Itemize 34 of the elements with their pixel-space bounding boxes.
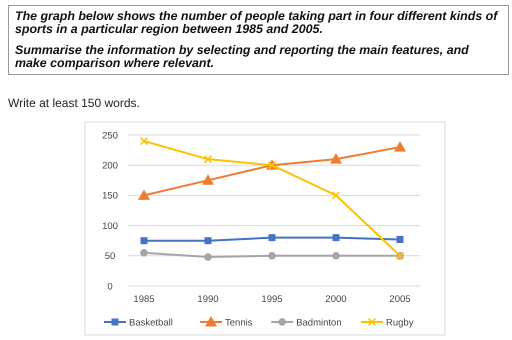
y-tick-label: 50	[104, 251, 116, 262]
point	[140, 248, 148, 257]
point	[140, 136, 148, 146]
legend-label: Rugby	[386, 317, 414, 328]
point	[204, 253, 212, 261]
point	[138, 189, 150, 200]
point	[332, 252, 340, 260]
point	[330, 153, 342, 164]
point	[202, 174, 214, 185]
text: Write at least 150 words.	[8, 96, 140, 110]
point	[140, 237, 148, 244]
y-tick-label: 250	[102, 130, 118, 142]
y-tick-label: 0	[107, 281, 113, 292]
x-tick-label: 1985	[133, 294, 155, 305]
point	[204, 154, 212, 164]
x-tick-label: 1990	[197, 294, 219, 305]
legend-label: Badminton	[296, 317, 342, 328]
point	[396, 236, 404, 243]
y-tick-label: 100	[102, 220, 118, 232]
x-tick-label: 1995	[261, 294, 283, 305]
x-tick-label: 2000	[325, 294, 347, 305]
point	[268, 252, 276, 260]
point	[332, 234, 340, 242]
chart-subtitle: Summarise the information by selecting and reporting the main features, and make comparison where relevant.	[15, 43, 470, 70]
y-tick-label: 200	[102, 160, 118, 172]
point	[268, 234, 276, 242]
point	[332, 191, 340, 200]
point	[204, 237, 212, 244]
y-tick-label: 150	[102, 190, 118, 202]
legend-label: Tennis	[225, 317, 253, 328]
x-tick-label: 2005	[389, 294, 411, 305]
legend-label: Basketball	[129, 317, 173, 328]
chart-title: The graph below shows the number of people taking part in four different kinds of sports in a particular region between 1985 and 2005.	[15, 9, 500, 36]
point	[394, 141, 406, 152]
